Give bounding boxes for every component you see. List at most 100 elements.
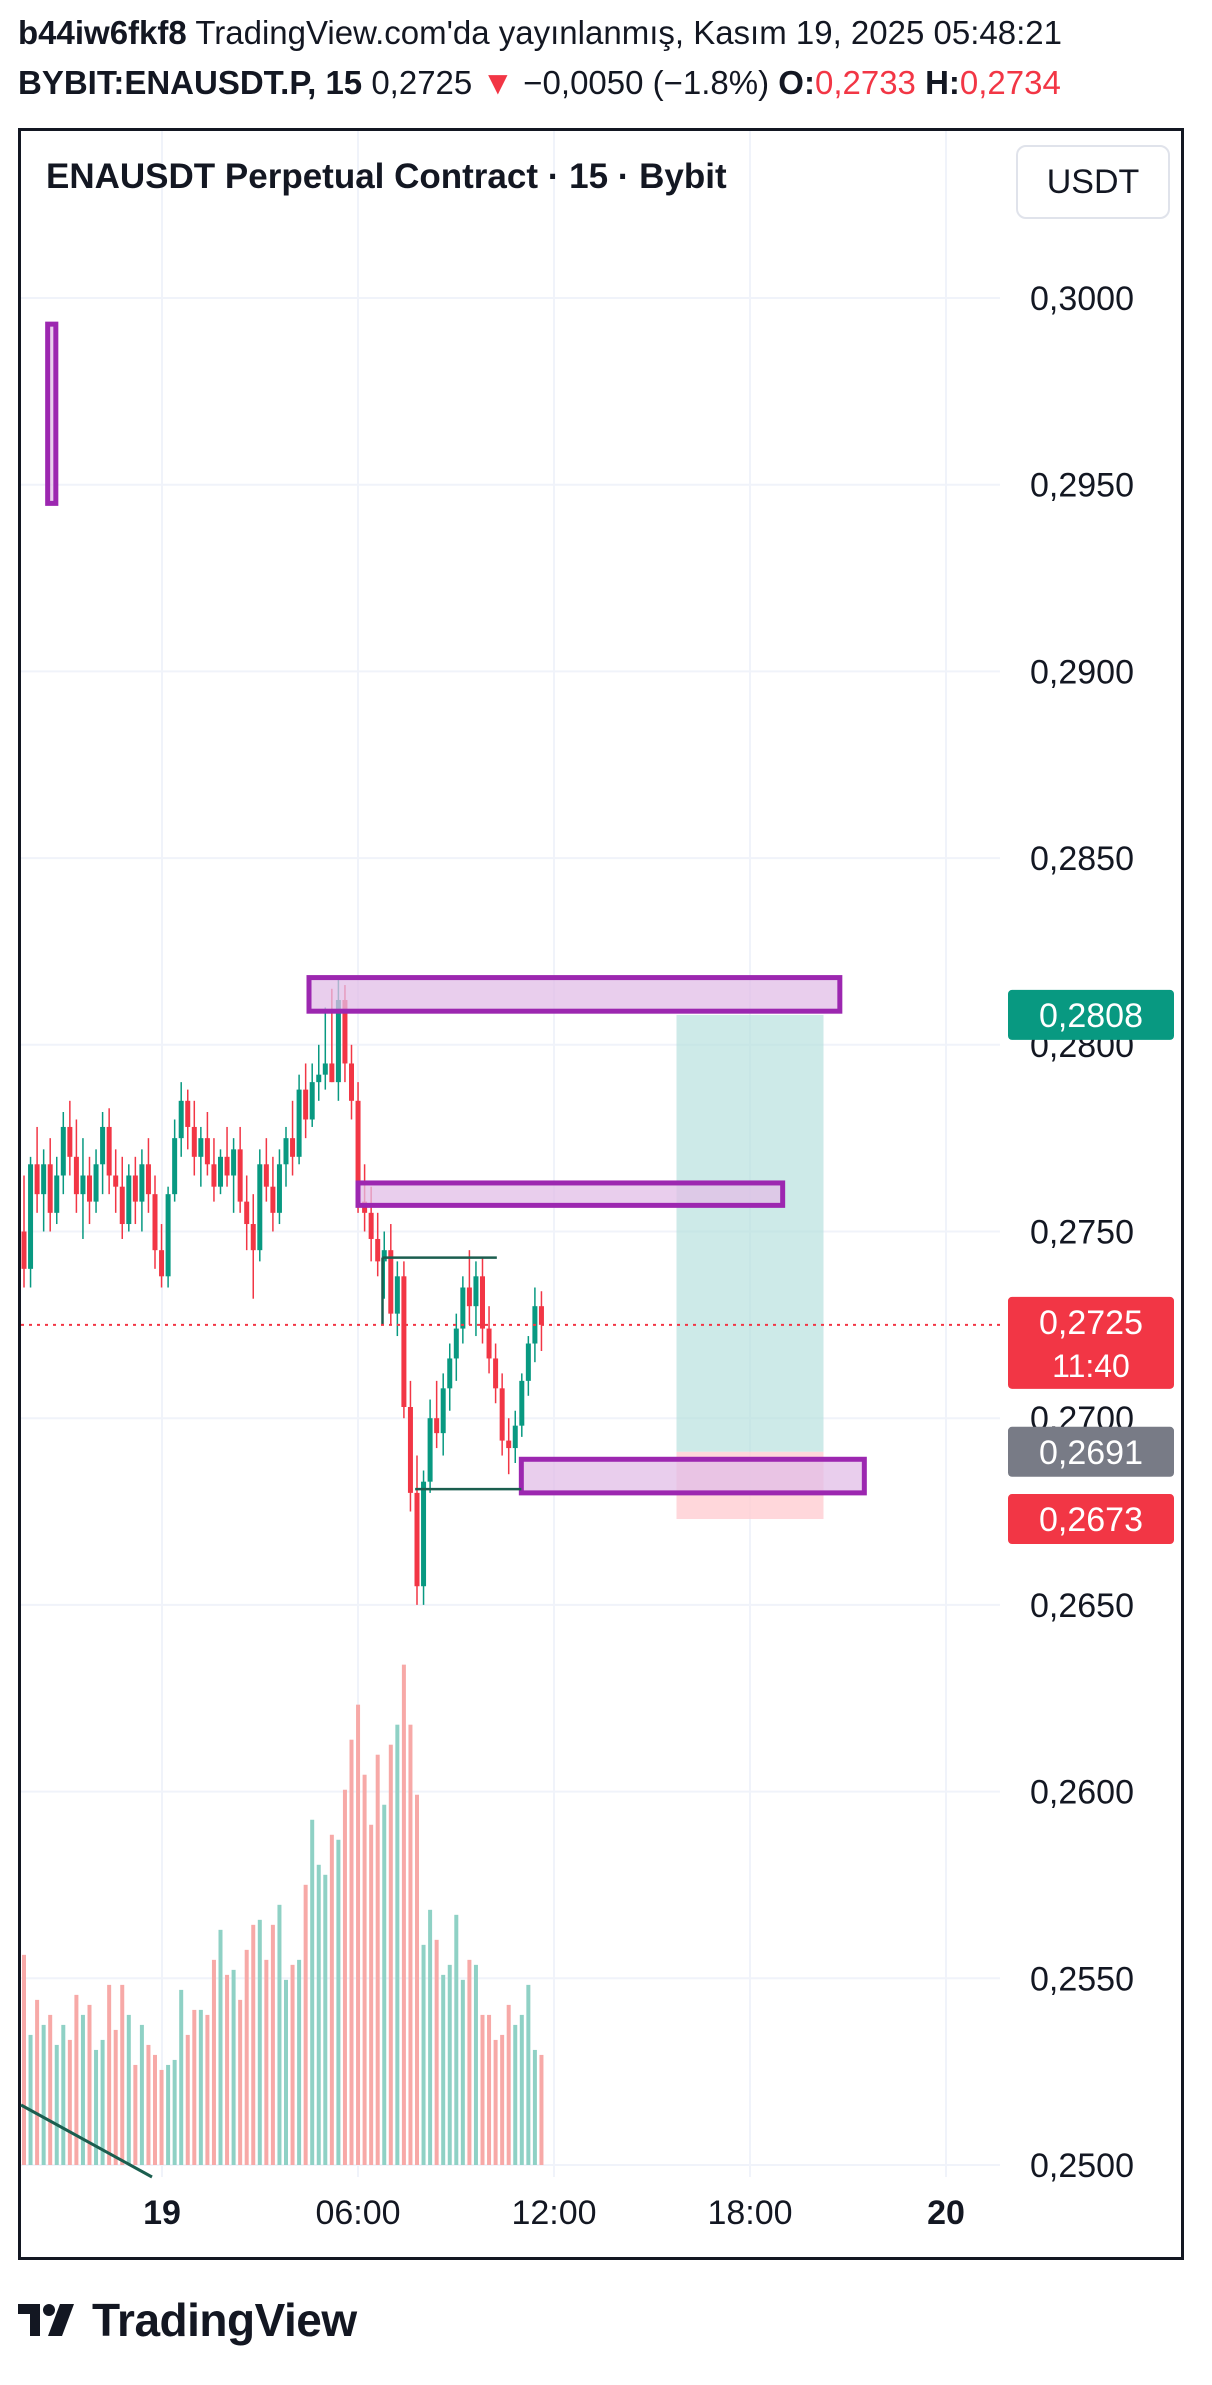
volume-bar [467,1959,472,2165]
price-tick-label: 0,2550 [1030,1960,1134,1998]
candle [80,1138,86,1239]
candle-body [87,1175,92,1202]
position-target-area [676,1014,824,1452]
candle-body [73,1156,79,1195]
grid [21,131,1000,2177]
badge-last-bg [1008,1296,1174,1389]
candle-body [447,1358,453,1389]
candle [47,1138,53,1232]
candle [453,1313,459,1381]
candle-body [119,1186,125,1225]
candle-body [538,1306,544,1325]
candle [296,1074,302,1165]
volume-bar [166,2064,171,2165]
candle [519,1373,525,1437]
candle [407,1380,413,1512]
symbol-line: BYBIT:ENAUSDT.P, 15 0,2725 ▼ −0,0050 (−1… [18,64,1061,102]
volume-bar [316,1864,321,2165]
candle [67,1100,73,1176]
candle-body [218,1156,223,1187]
candle [21,1175,27,1288]
volume-bar [500,2034,505,2165]
author-name[interactable]: b44iw6fkf8 [18,14,187,51]
price-tick-label: 0,2850 [1030,840,1134,878]
candle [276,1149,282,1225]
candle-body [106,1126,112,1176]
candle [257,1149,263,1262]
currency-unit-button[interactable]: USDT [1016,145,1170,219]
candle-body [329,1063,335,1083]
volume-bar [493,2039,498,2165]
volume-bar [61,2024,66,2165]
candle [381,1231,387,1299]
volume-bar [244,1949,249,2165]
candle [349,1044,354,1120]
price-tick-label: 0,2600 [1030,1774,1134,1812]
publish-line: b44iw6fkf8 TradingView.com'da yayınlanmı… [18,14,1062,52]
chart-frame [18,128,1184,2260]
candle [316,1044,322,1101]
candle [178,1082,184,1157]
candle [270,1156,276,1232]
candle [152,1175,158,1269]
candle [375,1212,381,1277]
volume-bar [395,1724,400,2165]
volume-bar [67,2039,72,2165]
candle [41,1149,47,1232]
volume-bar [519,2014,524,2165]
candle [139,1149,145,1232]
candle-body [191,1126,197,1157]
candle [493,1343,499,1404]
candle [250,1194,256,1299]
candle-body [394,1276,400,1314]
price-axis: 0,30000,29500,29000,28500,28000,27500,27… [1030,280,1134,2185]
candle [165,1186,171,1288]
volume-bar [153,2054,157,2165]
volume-bar [251,1924,256,2165]
volume-bar [408,1724,413,2165]
candle-body [231,1149,237,1176]
candle-body [473,1276,479,1307]
candle [283,1126,289,1187]
time-tick-label: 12:00 [511,2194,596,2232]
volume-bar [434,1939,439,2165]
candle [499,1373,505,1456]
candle [126,1164,132,1232]
volume-bar [48,2014,53,2165]
volume-bar [54,2044,59,2165]
volume-bar [303,1884,308,2165]
chart-legend: ENAUSDT Perpetual Contract · 15 · Bybit [46,157,727,196]
candle [303,1063,309,1139]
candle [106,1108,112,1195]
candle-body [434,1418,440,1434]
volume-bar [415,1794,419,2165]
volume-bar [113,2029,118,2165]
candle-body [388,1250,394,1314]
candle [28,1156,34,1288]
volume-bar [198,2009,203,2165]
candle-body [21,1231,27,1269]
symbol-name: BYBIT:ENAUSDT.P, 15 [18,64,363,101]
candle-body [60,1126,66,1176]
candle-body [316,1074,322,1083]
volume-bar [532,2049,537,2165]
volume-bar [277,1904,282,2165]
time-tick-label: 19 [143,2194,181,2232]
volume-bar [126,2014,131,2165]
candle [525,1336,531,1396]
candle-body [139,1164,145,1202]
open-value: 0,2733 [814,64,916,101]
volume-bar [342,1789,347,2165]
candle [322,1007,328,1090]
candle [119,1156,125,1239]
candle-body [34,1164,40,1195]
badge-entry-value: 0,2691 [1039,1434,1143,1472]
candle-body [276,1164,282,1213]
candle [100,1112,106,1195]
volume-bar [513,2024,518,2165]
volume-bar [35,1999,40,2165]
candle [231,1138,237,1213]
candle [60,1112,66,1195]
volume-bar [139,2024,144,2165]
